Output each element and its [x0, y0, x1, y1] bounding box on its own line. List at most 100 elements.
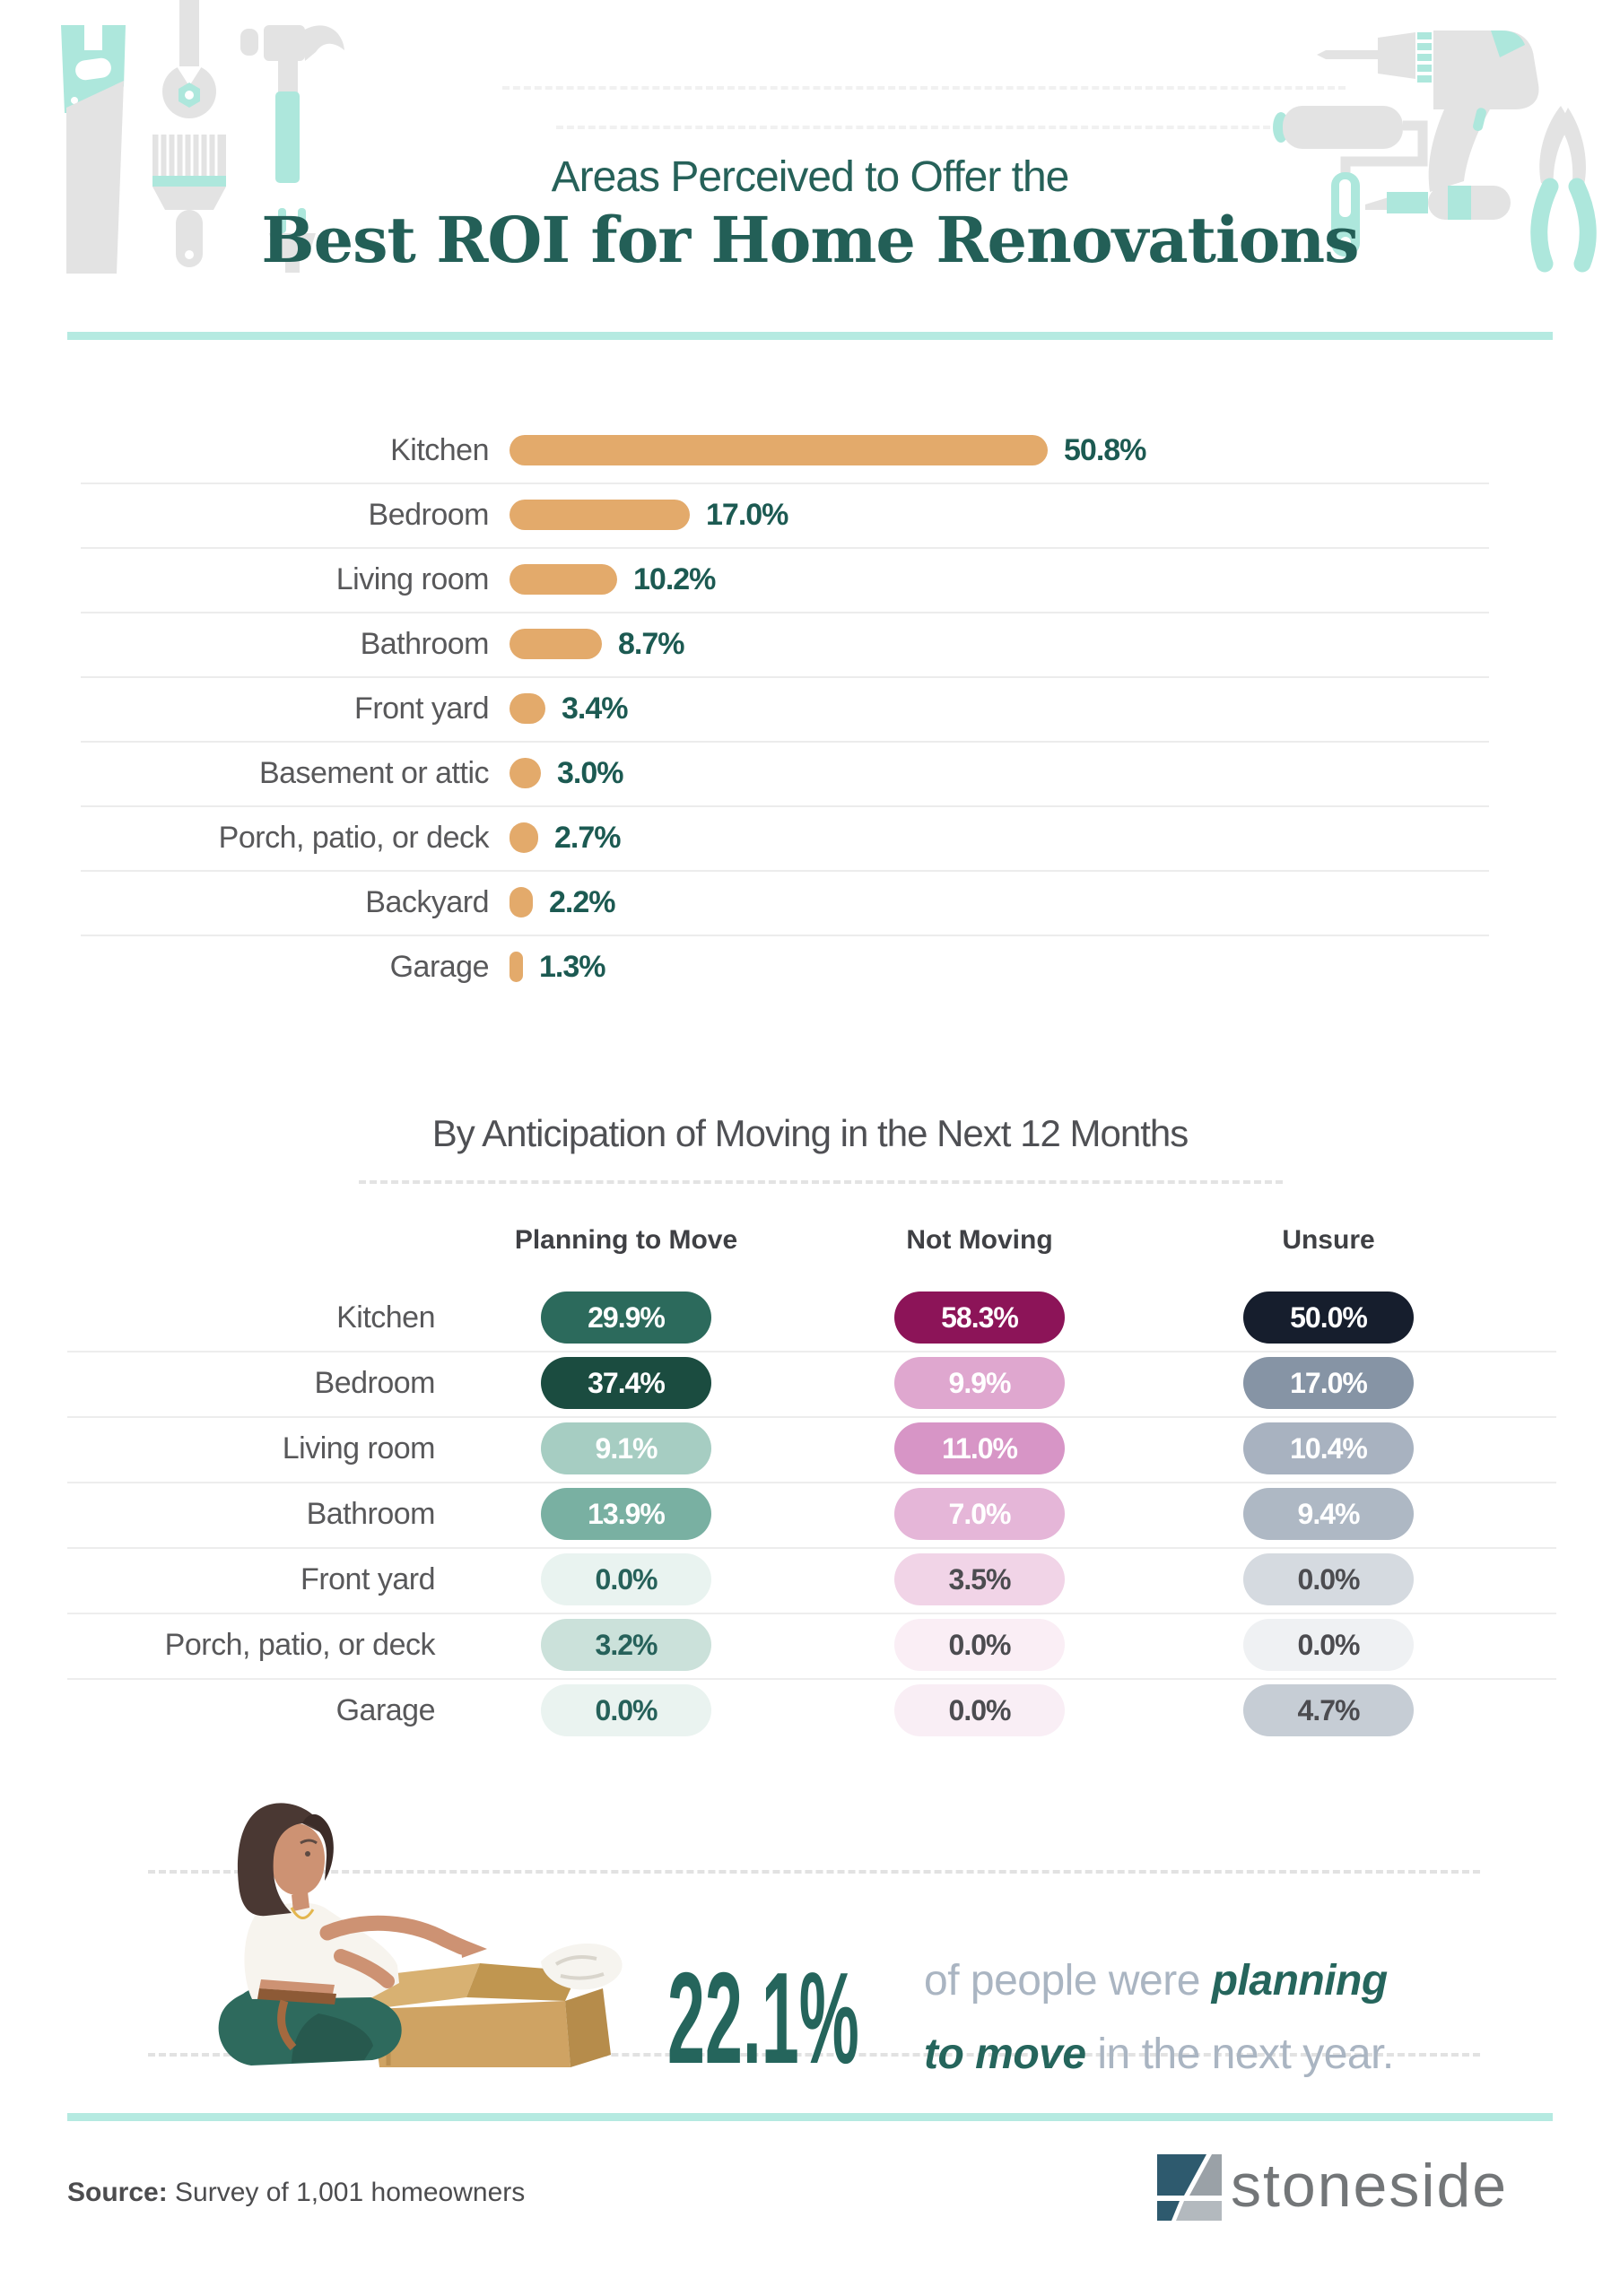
row-divider: [67, 1351, 1556, 1352]
table-value-pill: 9.9%: [894, 1357, 1065, 1409]
bar-value: 2.2%: [549, 884, 615, 919]
row-divider: [81, 547, 1489, 549]
screwdriver-icon: [1365, 186, 1511, 220]
table-row-label: Front yard: [300, 1562, 435, 1596]
bar-label: Front yard: [354, 691, 489, 726]
table-row: Porch, patio, or deck 3.2% 0.0% 0.0%: [67, 1613, 1556, 1678]
table-row: Bedroom 37.4% 9.9% 17.0%: [67, 1351, 1556, 1416]
paint-brush-icon: [152, 135, 226, 267]
row-divider: [81, 483, 1489, 484]
stoneside-logo-text: stoneside: [1231, 2152, 1509, 2220]
table-row: Garage 0.0% 0.0% 4.7%: [67, 1678, 1556, 1744]
row-divider: [81, 870, 1489, 872]
tissue-paper: [541, 1944, 623, 1990]
table-row-label: Garage: [335, 1693, 436, 1727]
belt: [257, 1988, 336, 2005]
row-divider: [81, 935, 1489, 936]
page-title-line1: Areas Perceived to Offer the: [551, 153, 1070, 201]
table-value-pill: 29.9%: [541, 1292, 711, 1344]
header-divider: [67, 332, 1553, 340]
moving-box: [372, 2001, 570, 2067]
woman-unpacking-box-illustration: [218, 1803, 623, 2067]
bar-value: 3.0%: [557, 755, 623, 790]
bar-value: 10.2%: [633, 561, 716, 596]
table-row-label: Bathroom: [306, 1497, 436, 1531]
left-tools-illustration: [61, 0, 344, 274]
column-header-unsure: Unsure: [1282, 1225, 1375, 1255]
bar-value: 2.7%: [554, 820, 621, 855]
page-title-line2: Best ROI for Home Renovations: [261, 203, 1359, 277]
stat-caption: of people were planning to move in the n…: [924, 1944, 1426, 2092]
bar-label: Backyard: [365, 884, 489, 919]
bar-label: Kitchen: [390, 432, 489, 467]
bar-row: Bedroom 17.0%: [81, 483, 1489, 547]
bar-label: Living room: [335, 561, 490, 596]
table-value-pill: 4.7%: [1243, 1684, 1414, 1736]
table-value-pill: 3.5%: [894, 1553, 1065, 1605]
bar: [510, 435, 1048, 465]
table-row: Bathroom 13.9% 7.0% 9.4%: [67, 1482, 1556, 1547]
table-value-pill: 50.0%: [1243, 1292, 1414, 1344]
decorative-dashes: [502, 86, 1346, 90]
roi-bar-chart: Kitchen 50.8% Bedroom 17.0% Living room 10.2%…: [81, 418, 1489, 999]
decorative-dashes: [556, 126, 1292, 129]
stat-caption-emphasis: [963, 2031, 975, 2078]
bar-value: 1.3%: [539, 949, 605, 984]
bar: [510, 629, 602, 659]
bar: [510, 887, 533, 918]
right-tools-illustration: [1273, 30, 1597, 273]
woman-hair: [237, 1803, 324, 1917]
row-divider: [67, 1416, 1556, 1418]
bar: [510, 500, 690, 530]
stat-caption-text: in the next year.: [1085, 2031, 1394, 2078]
row-divider: [67, 1547, 1556, 1549]
table-value-pill: 13.9%: [541, 1488, 711, 1540]
table-value-pill: 0.0%: [1243, 1553, 1414, 1605]
source-label: Source:: [67, 2178, 168, 2207]
hammer-icon: [240, 25, 344, 183]
table-value-pill: 0.0%: [1243, 1619, 1414, 1671]
table-value-pill: 0.0%: [541, 1553, 711, 1605]
table-value-pill: 11.0%: [894, 1422, 1065, 1474]
stat-caption-emphasis: planning to: [924, 1957, 1388, 2078]
source-note: Source: Survey of 1,001 homeowners: [67, 2178, 525, 2208]
stat-caption-emphasis: move: [975, 2031, 1086, 2078]
bar-row: Basement or attic 3.0%: [81, 741, 1489, 805]
table-value-pill: 9.4%: [1243, 1488, 1414, 1540]
table-value-pill: 58.3%: [894, 1292, 1065, 1344]
decorative-dashed-line: [148, 1870, 1480, 1874]
table-row-label: Porch, patio, or deck: [164, 1628, 436, 1662]
bar: [510, 952, 523, 982]
stoneside-logo-mark: [1157, 2154, 1222, 2221]
bar: [510, 822, 538, 853]
table-value-pill: 10.4%: [1243, 1422, 1414, 1474]
row-divider: [81, 805, 1489, 807]
source-text: Survey of 1,001 homeowners: [167, 2178, 526, 2207]
bar: [510, 758, 541, 788]
bar-row: Backyard 2.2%: [81, 870, 1489, 935]
row-divider: [67, 1482, 1556, 1483]
table-value-pill: 17.0%: [1243, 1357, 1414, 1409]
table-row: Living room 9.1% 11.0% 10.4%: [67, 1416, 1556, 1482]
bar-value: 17.0%: [706, 497, 788, 532]
bar-row: Kitchen 50.8%: [81, 418, 1489, 483]
wrench-icon: [162, 0, 216, 118]
table-row: Kitchen 29.9% 58.3% 50.0%: [67, 1285, 1556, 1351]
necklace: [290, 1907, 315, 1919]
table-value-pill: 37.4%: [541, 1357, 711, 1409]
row-divider: [81, 676, 1489, 678]
table-value-pill: 9.1%: [541, 1422, 711, 1474]
decorative-dashed-line: [359, 1180, 1283, 1184]
table-value-pill: 7.0%: [894, 1488, 1065, 1540]
bar-row: Living room 10.2%: [81, 547, 1489, 612]
bar-label: Porch, patio, or deck: [218, 820, 490, 855]
woman-shirt: [244, 1902, 399, 1999]
bar: [510, 564, 617, 595]
plug-icon: [269, 208, 316, 273]
bar-value: 3.4%: [562, 691, 628, 726]
row-divider: [67, 1678, 1556, 1680]
bar-value: 50.8%: [1064, 432, 1146, 467]
bar-row: Porch, patio, or deck 2.7%: [81, 805, 1489, 870]
bar: [510, 693, 545, 724]
